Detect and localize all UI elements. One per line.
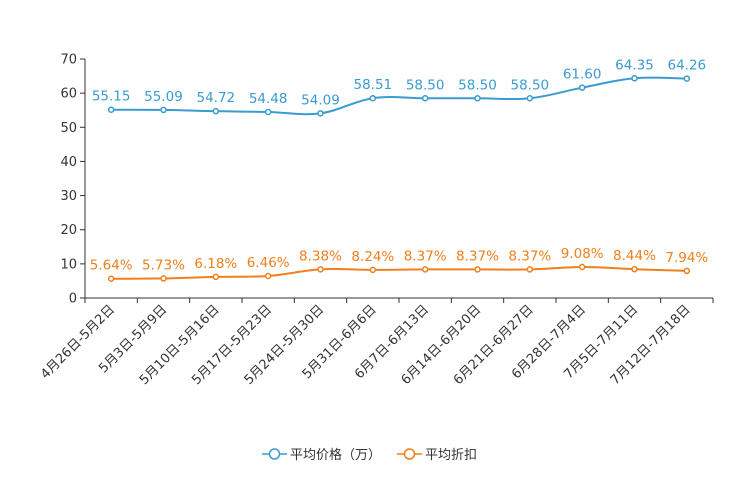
data-label: 54.09	[301, 92, 340, 108]
data-point[interactable]	[526, 266, 534, 273]
series-line	[111, 265, 687, 280]
data-label: 61.60	[563, 67, 602, 83]
data-point[interactable]	[264, 272, 272, 280]
data-label: 58.51	[354, 77, 393, 93]
data-label: 64.35	[615, 57, 654, 73]
data-point[interactable]	[160, 275, 167, 282]
legend-item[interactable]: 平均折扣	[397, 448, 477, 463]
legend-marker	[268, 448, 281, 460]
data-point[interactable]	[683, 267, 691, 275]
data-point[interactable]	[212, 273, 220, 281]
data-point[interactable]	[474, 95, 481, 102]
y-tick-label: 20	[60, 223, 77, 238]
series-layer: 55.15 55.09 54.72 54.48 54.09 58.51 58.50 58.50…	[90, 57, 708, 282]
data-label: 58.50	[458, 77, 497, 93]
data-point[interactable]	[631, 265, 638, 273]
data-label: 8.24%	[351, 249, 394, 265]
legend-marker	[403, 448, 416, 460]
legend[interactable]: 平均价格（万） 平均折扣	[262, 447, 477, 463]
data-point[interactable]	[421, 266, 429, 273]
series-0: 55.15 55.09 54.72 54.48 54.09 58.51 58.50 58.50…	[92, 57, 707, 117]
legend-label: 平均折扣	[425, 448, 477, 463]
data-label: 8.38%	[299, 248, 342, 264]
data-point[interactable]	[317, 266, 324, 273]
data-point[interactable]	[264, 108, 272, 116]
data-point[interactable]	[683, 75, 691, 82]
data-label: 55.15	[92, 89, 131, 105]
data-point[interactable]	[107, 275, 115, 282]
data-point[interactable]	[212, 107, 220, 115]
data-point[interactable]	[369, 266, 377, 274]
y-tick-label: 0	[69, 292, 77, 307]
axes: 0102030405060704月26日-5月2日5月3日-5月9日5月10日-…	[38, 53, 714, 388]
data-point[interactable]	[369, 94, 377, 102]
data-point[interactable]	[317, 110, 324, 117]
data-label: 7.94%	[665, 250, 708, 266]
data-label: 6.18%	[194, 256, 237, 272]
data-label: 58.50	[511, 77, 550, 93]
y-tick-label: 50	[60, 121, 77, 136]
data-point[interactable]	[160, 106, 167, 114]
y-tick-label: 40	[60, 155, 77, 170]
series-line	[111, 76, 687, 116]
data-label: 54.72	[197, 90, 236, 106]
data-label: 9.08%	[561, 246, 604, 262]
y-tick-label: 10	[60, 257, 77, 272]
data-label: 58.50	[406, 77, 445, 93]
legend-item[interactable]: 平均价格（万）	[262, 447, 381, 463]
legend-label: 平均价格（万）	[290, 447, 381, 463]
data-label: 55.09	[144, 89, 183, 105]
data-label: 5.64%	[90, 258, 133, 274]
data-label: 8.37%	[456, 248, 499, 264]
data-point[interactable]	[631, 75, 638, 82]
data-point[interactable]	[421, 95, 429, 102]
data-point[interactable]	[578, 263, 586, 271]
y-tick-label: 60	[60, 87, 77, 102]
data-point[interactable]	[526, 95, 534, 102]
data-label: 64.26	[668, 58, 707, 74]
data-label: 54.48	[249, 91, 288, 107]
y-tick-label: 70	[60, 53, 77, 68]
data-label: 8.44%	[613, 248, 656, 264]
data-point[interactable]	[578, 84, 586, 91]
series-1: 5.64% 5.73% 6.18% 6.46% 8.38% 8.24% 8.37% 8.37%…	[90, 246, 708, 282]
y-tick-label: 30	[60, 189, 77, 204]
data-label: 8.37%	[404, 248, 447, 264]
data-label: 5.73%	[142, 257, 185, 273]
data-label: 6.46%	[247, 255, 290, 271]
data-label: 8.37%	[508, 248, 551, 264]
data-point[interactable]	[474, 266, 481, 273]
data-point[interactable]	[107, 106, 115, 113]
